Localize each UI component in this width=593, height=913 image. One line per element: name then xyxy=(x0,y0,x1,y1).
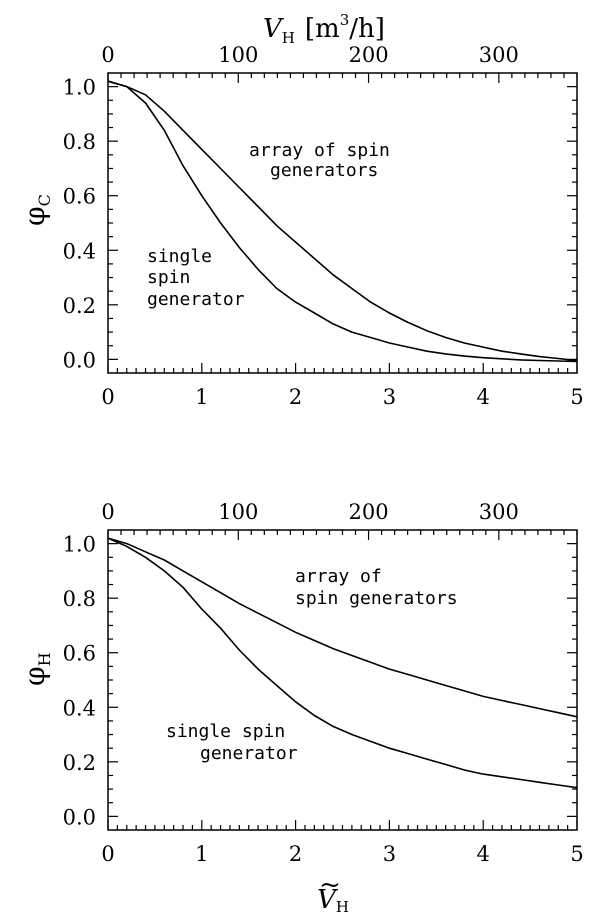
y-tick-label: 0.6 xyxy=(63,185,96,209)
annotation-single-line-2: generator xyxy=(200,743,298,764)
top-panel: 0 1 2 3 4 50.00.20.40.60.81.00 100 200 300 VH [m3… xyxy=(18,11,584,409)
single-spin-generator-curve xyxy=(107,80,578,363)
array-of-spin-generators-curve xyxy=(107,537,578,718)
bottom-panel-ticks xyxy=(107,530,578,830)
bottom-panel-tick-labels: 0 1 2 3 4 50.00.20.40.60.81.00 100 200 300 xyxy=(63,500,584,866)
top-axis-title: VH [m3/h] xyxy=(263,11,385,47)
array-of-spin-generators-curve xyxy=(107,80,578,362)
x-tick-label: 4 xyxy=(477,842,490,866)
y-tick-label: 0.8 xyxy=(63,587,96,611)
annotation-single-line-1: single xyxy=(147,246,212,267)
x-tick-label: 2 xyxy=(289,385,302,409)
y-tick-label: 0.2 xyxy=(63,294,96,318)
top-panel-curves xyxy=(107,80,578,363)
x-tick-label: 1 xyxy=(195,842,208,866)
annotation-array-line-2: generators xyxy=(270,160,378,181)
top-y-axis-sub: C xyxy=(35,194,54,206)
bottom-x-axis-title: ~ VH xyxy=(317,870,349,913)
x-tick-label: 0 xyxy=(101,842,114,866)
y-tick-label: 0.6 xyxy=(63,642,96,666)
x-tick-label: 5 xyxy=(570,842,583,866)
bottom-y-axis-title: φH xyxy=(18,652,54,686)
annotation-single-line-3: generator xyxy=(147,289,245,310)
x-tick-label: 5 xyxy=(570,385,583,409)
top-axis-unit: [m xyxy=(305,14,340,44)
top-axis-unit-end: /h] xyxy=(349,14,385,44)
top-panel-tick-labels: 0 1 2 3 4 50.00.20.40.60.81.00 100 200 300 xyxy=(63,43,584,409)
x-tick-label: 3 xyxy=(383,842,396,866)
bottom-x-axis-accent: ~ xyxy=(319,870,341,900)
top-axis-symbol-sub: H xyxy=(282,29,295,47)
y-tick-label: 0.0 xyxy=(63,805,96,829)
annotation-array-line-2: spin generators xyxy=(295,588,458,609)
y-tick-label: 0.4 xyxy=(63,696,96,720)
x-tick-label: 0 xyxy=(101,385,114,409)
top-axis-unit-sup: 3 xyxy=(340,11,350,29)
bottom-y-axis-symbol: φ xyxy=(18,666,51,686)
top-tick-label: 0 xyxy=(101,43,114,67)
x-tick-label: 4 xyxy=(477,385,490,409)
annotation-array-line-1: array of xyxy=(295,566,382,587)
y-tick-label: 0.2 xyxy=(63,751,96,775)
bottom-y-axis-sub: H xyxy=(35,652,54,666)
x-tick-label: 1 xyxy=(195,385,208,409)
single-spin-generator-curve xyxy=(107,537,578,789)
top-panel-ticks xyxy=(107,73,578,373)
top-tick-label: 300 xyxy=(479,500,519,524)
top-tick-label: 300 xyxy=(479,43,519,67)
top-tick-label: 0 xyxy=(101,500,114,524)
bottom-x-axis-symbol: VH xyxy=(317,885,349,913)
top-tick-label: 200 xyxy=(349,43,389,67)
annotation-single-line-1: single spin xyxy=(166,721,285,742)
y-tick-label: 1.0 xyxy=(63,533,96,557)
y-tick-label: 0.0 xyxy=(63,348,96,372)
bottom-panel: 0 1 2 3 4 50.00.20.40.60.81.00 100 200 300 φH ~ … xyxy=(18,500,584,913)
top-tick-label: 100 xyxy=(218,500,258,524)
bottom-panel-curves xyxy=(107,537,578,789)
y-tick-label: 1.0 xyxy=(63,76,96,100)
top-tick-label: 100 xyxy=(218,43,258,67)
y-tick-label: 0.4 xyxy=(63,239,96,263)
x-tick-label: 3 xyxy=(383,385,396,409)
annotation-array-line-1: array of spin xyxy=(249,140,390,161)
top-axis-symbol: V xyxy=(263,14,284,44)
y-tick-label: 0.8 xyxy=(63,130,96,154)
top-tick-label: 200 xyxy=(349,500,389,524)
annotation-single-line-2: spin xyxy=(147,267,190,288)
bottom-x-axis-sub: H xyxy=(336,898,349,913)
top-y-axis-symbol: φ xyxy=(18,206,51,226)
x-tick-label: 2 xyxy=(289,842,302,866)
top-y-axis-title: φC xyxy=(18,194,54,226)
